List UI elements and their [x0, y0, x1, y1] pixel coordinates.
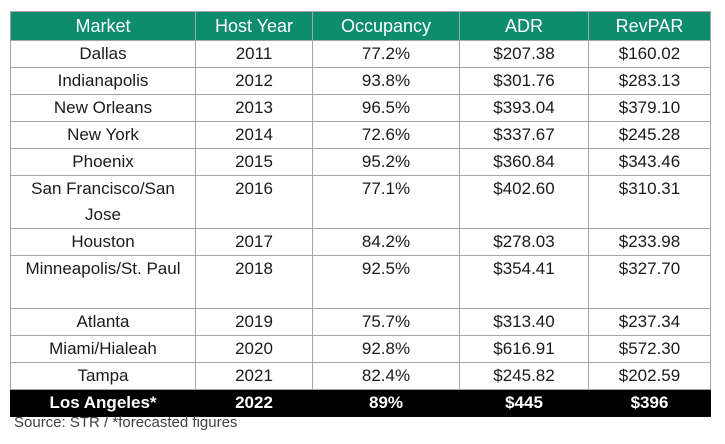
cell-revpar: $327.70 — [588, 255, 711, 309]
cell-occupancy: 92.8% — [312, 335, 460, 363]
cell-adr: $402.60 — [459, 175, 589, 229]
cell-adr: $337.67 — [459, 121, 589, 149]
table-row: Minneapolis/St. Paul 2018 92.5% $354.41 … — [10, 255, 711, 309]
cell-revpar: $233.98 — [588, 228, 711, 256]
cell-revpar: $396 — [588, 389, 711, 417]
table-header-row: Market Host Year Occupancy ADR RevPAR — [10, 11, 711, 41]
cell-revpar: $237.34 — [588, 308, 711, 336]
hotel-performance-table-container: Market Host Year Occupancy ADR RevPAR Da… — [10, 11, 711, 417]
cell-revpar: $283.13 — [588, 67, 711, 95]
cell-host-year: 2017 — [195, 228, 313, 256]
cell-occupancy: 77.2% — [312, 40, 460, 68]
cell-occupancy: 77.1% — [312, 175, 460, 229]
forecast-row: Los Angeles* 2022 89% $445 $396 — [10, 389, 711, 417]
cell-occupancy: 82.4% — [312, 362, 460, 390]
cell-market: Indianapolis — [10, 67, 196, 95]
cell-revpar: $310.31 — [588, 175, 711, 229]
cell-host-year: 2018 — [195, 255, 313, 309]
table-row: Miami/Hialeah 2020 92.8% $616.91 $572.30 — [10, 335, 711, 363]
cell-occupancy: 95.2% — [312, 148, 460, 176]
cell-revpar: $245.28 — [588, 121, 711, 149]
cell-host-year: 2021 — [195, 362, 313, 390]
cell-revpar: $572.30 — [588, 335, 711, 363]
hotel-performance-table: Market Host Year Occupancy ADR RevPAR Da… — [10, 11, 711, 417]
table-row: Dallas 2011 77.2% $207.38 $160.02 — [10, 40, 711, 68]
cell-adr: $245.82 — [459, 362, 589, 390]
cell-adr: $393.04 — [459, 94, 589, 122]
cell-market: Tampa — [10, 362, 196, 390]
column-header-adr: ADR — [459, 11, 589, 41]
table-row: New York 2014 72.6% $337.67 $245.28 — [10, 121, 711, 149]
cell-occupancy: 72.6% — [312, 121, 460, 149]
cell-occupancy: 93.8% — [312, 67, 460, 95]
cell-host-year: 2022 — [195, 389, 313, 417]
column-header-revpar: RevPAR — [588, 11, 711, 41]
column-header-host-year: Host Year — [195, 11, 313, 41]
cell-host-year: 2011 — [195, 40, 313, 68]
cell-adr: $207.38 — [459, 40, 589, 68]
cell-adr: $360.84 — [459, 148, 589, 176]
table-row: Indianapolis 2012 93.8% $301.76 $283.13 — [10, 67, 711, 95]
cell-market: Los Angeles* — [10, 389, 196, 417]
cell-revpar: $160.02 — [588, 40, 711, 68]
cell-adr: $616.91 — [459, 335, 589, 363]
cell-adr: $445 — [459, 389, 589, 417]
cell-adr: $354.41 — [459, 255, 589, 309]
table-row: New Orleans 2013 96.5% $393.04 $379.10 — [10, 94, 711, 122]
cell-revpar: $379.10 — [588, 94, 711, 122]
cell-adr: $301.76 — [459, 67, 589, 95]
cell-adr: $313.40 — [459, 308, 589, 336]
cell-market: New Orleans — [10, 94, 196, 122]
cell-host-year: 2019 — [195, 308, 313, 336]
cell-market: Miami/Hialeah — [10, 335, 196, 363]
cell-market: Minneapolis/St. Paul — [10, 255, 196, 309]
column-header-market: Market — [10, 11, 196, 41]
cell-host-year: 2013 — [195, 94, 313, 122]
table-row: Phoenix 2015 95.2% $360.84 $343.46 — [10, 148, 711, 176]
cell-market: Dallas — [10, 40, 196, 68]
cell-market: San Francisco/San Jose — [10, 175, 196, 229]
cell-occupancy: 92.5% — [312, 255, 460, 309]
cell-market: New York — [10, 121, 196, 149]
cell-host-year: 2014 — [195, 121, 313, 149]
cell-market: Houston — [10, 228, 196, 256]
cell-market: Phoenix — [10, 148, 196, 176]
cell-market: Atlanta — [10, 308, 196, 336]
table-row: Tampa 2021 82.4% $245.82 $202.59 — [10, 362, 711, 390]
cell-host-year: 2015 — [195, 148, 313, 176]
cell-occupancy: 96.5% — [312, 94, 460, 122]
cell-host-year: 2020 — [195, 335, 313, 363]
table-row: Atlanta 2019 75.7% $313.40 $237.34 — [10, 308, 711, 336]
cell-revpar: $202.59 — [588, 362, 711, 390]
cell-occupancy: 84.2% — [312, 228, 460, 256]
table-row: San Francisco/San Jose 2016 77.1% $402.6… — [10, 175, 711, 229]
cell-occupancy: 89% — [312, 389, 460, 417]
column-header-occupancy: Occupancy — [312, 11, 460, 41]
cell-revpar: $343.46 — [588, 148, 711, 176]
cell-occupancy: 75.7% — [312, 308, 460, 336]
cell-host-year: 2016 — [195, 175, 313, 229]
cell-adr: $278.03 — [459, 228, 589, 256]
source-footnote: Source: STR / *forecasted figures — [14, 414, 238, 431]
cell-host-year: 2012 — [195, 67, 313, 95]
table-row: Houston 2017 84.2% $278.03 $233.98 — [10, 228, 711, 256]
